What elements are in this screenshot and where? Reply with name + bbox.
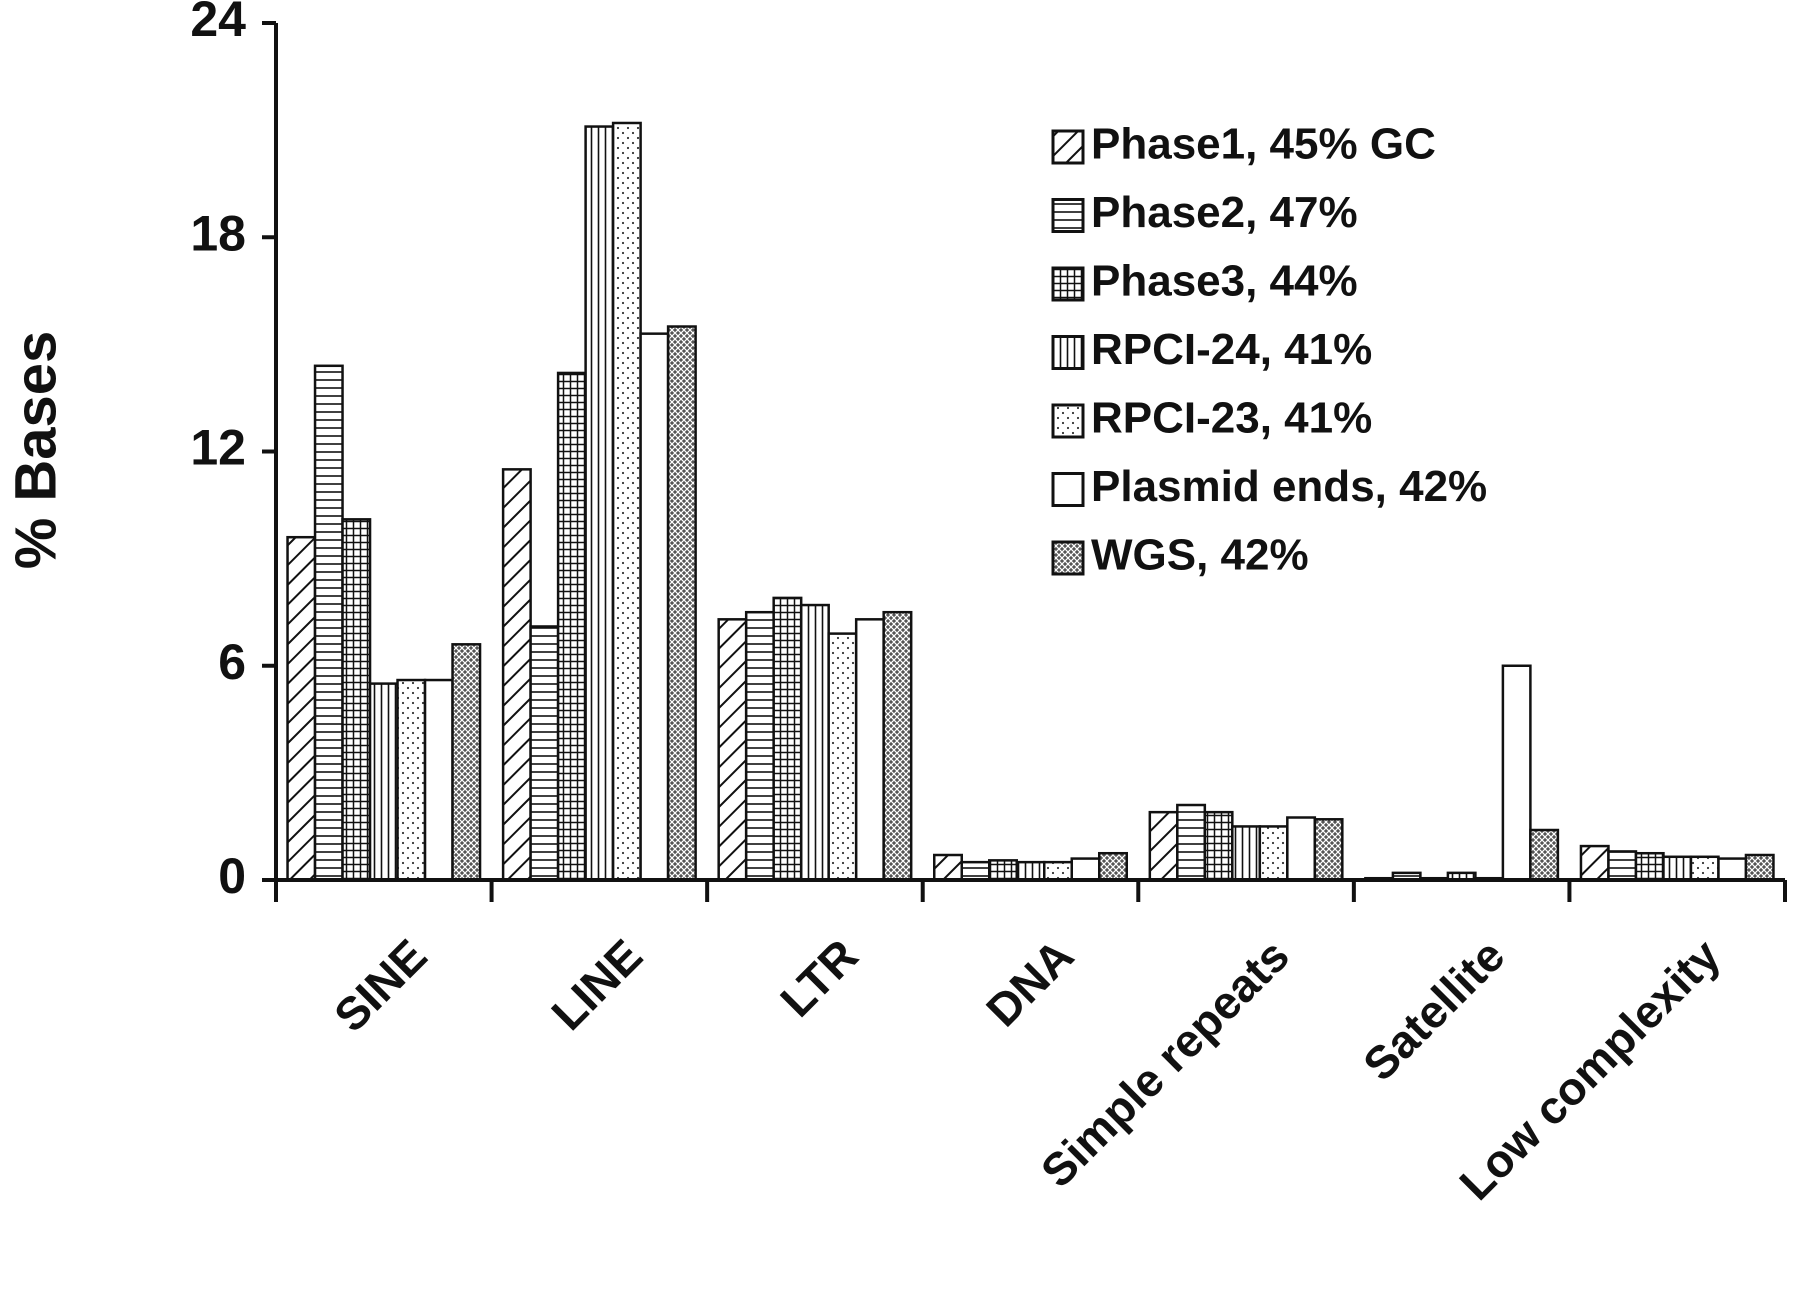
bar (1258, 825, 1289, 882)
bar (1015, 860, 1046, 882)
bar (529, 625, 560, 882)
bar (1529, 828, 1560, 882)
legend-label: RPCI-24, 41% (1091, 325, 1372, 374)
bar (1313, 818, 1344, 882)
bar (423, 678, 454, 882)
y-axis-label: % Bases (3, 331, 68, 570)
legend-swatch (1051, 129, 1085, 165)
legend-swatch (1051, 266, 1085, 302)
x-tick-label: Satellite (1353, 929, 1515, 1091)
bar (286, 535, 317, 882)
bar (1662, 855, 1693, 882)
bar (827, 632, 858, 882)
legend-label: Phase1, 45% GC (1091, 120, 1436, 169)
bar (882, 610, 913, 882)
bar (1286, 816, 1317, 882)
legend-swatch (1051, 540, 1085, 576)
bar (556, 371, 587, 882)
legend-label: Phase3, 44% (1091, 257, 1358, 306)
x-tick-label: SINE (324, 929, 437, 1042)
bar (717, 618, 748, 882)
bar (1744, 853, 1775, 882)
y-tick-label: 12 (190, 420, 246, 476)
bar (1148, 810, 1179, 882)
legend-swatch (1051, 472, 1085, 507)
legend-swatch (1051, 335, 1085, 370)
bar (666, 325, 697, 882)
bar (396, 678, 427, 882)
bar (639, 332, 670, 882)
bar (1203, 810, 1234, 882)
bar (1043, 860, 1073, 882)
bar (611, 121, 642, 882)
bar (1501, 664, 1532, 882)
x-tick-label: LINE (541, 929, 652, 1040)
bar (1607, 850, 1638, 882)
legend-label: RPCI-23, 41% (1091, 394, 1372, 443)
bar (744, 610, 775, 882)
y-tick-label: 6 (218, 634, 246, 690)
y-tick-label: 18 (190, 205, 246, 261)
bar (1176, 803, 1207, 882)
bar (933, 853, 963, 882)
x-tick-label: LTR (770, 929, 868, 1027)
bar (1098, 851, 1128, 882)
y-tick-label: 0 (218, 848, 246, 904)
legend-label: WGS, 42% (1091, 531, 1309, 580)
legend-swatch (1051, 198, 1085, 233)
bar (772, 596, 803, 882)
bar (1231, 825, 1262, 882)
bar (854, 618, 885, 882)
bar (1634, 851, 1665, 882)
bar (1717, 857, 1748, 882)
bar (368, 682, 399, 882)
bar (501, 468, 532, 882)
x-tick-label: DNA (976, 929, 1083, 1036)
bar (1070, 857, 1101, 882)
bar (960, 860, 991, 882)
legend-label: Plasmid ends, 42% (1091, 462, 1487, 511)
bar (799, 603, 830, 882)
bar (451, 643, 482, 882)
legend-swatch (1051, 403, 1085, 439)
legend-label: Phase2, 47% (1091, 188, 1358, 237)
bar (1689, 855, 1720, 882)
bar (1579, 844, 1610, 882)
bar (313, 364, 344, 882)
bar (341, 518, 372, 882)
y-tick-label: 24 (190, 0, 246, 47)
bar (988, 859, 1018, 882)
bar (584, 125, 615, 882)
